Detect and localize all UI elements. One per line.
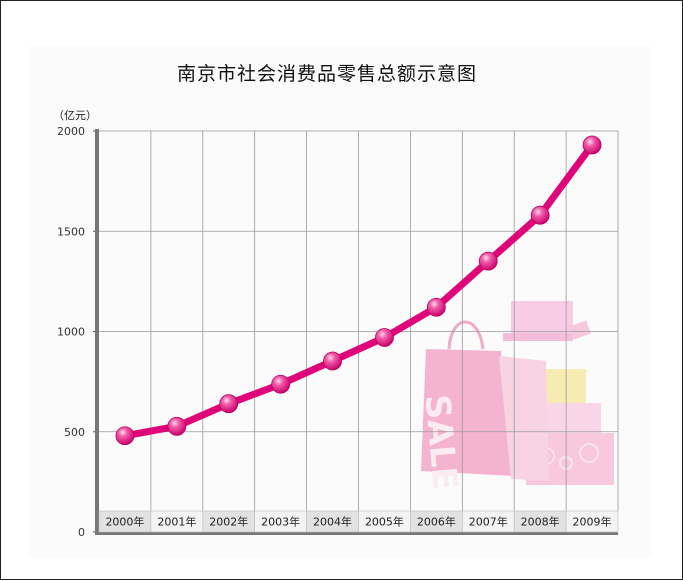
data-point-marker bbox=[426, 297, 446, 317]
y-tick-label: 1500 bbox=[57, 225, 85, 238]
x-axis-line bbox=[95, 531, 618, 535]
x-category-label: 2005年 bbox=[365, 515, 404, 529]
chart-title: 南京市社会消费品零售总额示意图 bbox=[176, 63, 477, 85]
data-point-marker bbox=[530, 205, 550, 225]
x-category-label: 2002年 bbox=[209, 515, 248, 529]
x-category-label: 2008年 bbox=[521, 515, 560, 529]
category-cell bbox=[565, 510, 619, 533]
axes bbox=[93, 129, 618, 535]
series-polyline bbox=[121, 141, 596, 440]
data-point-marker bbox=[478, 251, 498, 271]
data-point-marker bbox=[271, 374, 291, 394]
x-axis-category-labels: 2000年 2001年 2002年 2003年 2004年 2005年 2006年 2007年… bbox=[98, 510, 619, 533]
data-point-marker bbox=[219, 394, 239, 414]
y-tick-label: 1000 bbox=[57, 326, 85, 339]
data-point-marker bbox=[115, 426, 135, 446]
x-category-label: 2001年 bbox=[157, 515, 196, 529]
x-category-label: 2000年 bbox=[105, 515, 144, 529]
x-category-label: 2006年 bbox=[417, 515, 456, 529]
x-category-label: 2009年 bbox=[573, 515, 612, 529]
data-point-marker bbox=[167, 416, 187, 436]
shopping-bags-gift-boxes-illustration: SALE bbox=[417, 301, 614, 492]
x-category-label: 2003年 bbox=[261, 515, 300, 529]
y-tick-label: 2000 bbox=[57, 125, 85, 138]
series-line bbox=[121, 141, 596, 440]
series-markers bbox=[115, 135, 602, 446]
data-point-marker bbox=[582, 135, 602, 155]
x-category-label: 2007年 bbox=[469, 515, 508, 529]
sale-bag-text: SALE bbox=[417, 393, 465, 492]
y-axis-tick-labels: 0 500 1000 1500 2000 bbox=[57, 125, 85, 539]
x-category-label: 2004年 bbox=[313, 515, 352, 529]
data-point-marker bbox=[323, 351, 342, 371]
y-tick-label: 0 bbox=[78, 526, 85, 539]
data-point-marker bbox=[375, 328, 394, 347]
y-axis-unit-label: （亿元） bbox=[53, 109, 97, 122]
y-axis-line bbox=[95, 129, 99, 532]
y-tick-label: 500 bbox=[64, 426, 85, 439]
